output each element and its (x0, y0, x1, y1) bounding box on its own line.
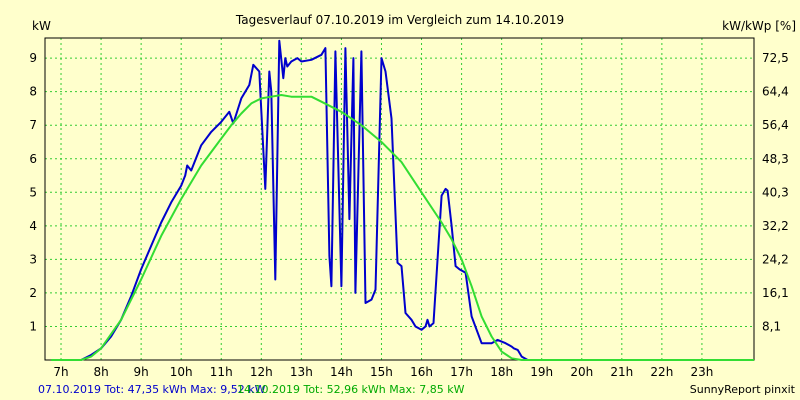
y-tick-label: 9 (29, 51, 37, 65)
y2-axis-label: kW/kWp [%] (722, 19, 796, 33)
x-tick-label: 11h (210, 365, 233, 379)
x-tick-label: 8h (93, 365, 108, 379)
x-tick-label: 18h (490, 365, 513, 379)
y-tick-label: 5 (29, 185, 37, 199)
x-tick-label: 15h (370, 365, 393, 379)
y2-tick-label: 40,3 (762, 185, 789, 199)
y2-tick-label: 64,4 (762, 85, 789, 99)
x-tick-labels: 7h 8h 9h 10h 11h 12h 13h 14h 15h 16h 17h 18h 19h 20h 2… (53, 365, 713, 379)
x-tick-label: 17h (450, 365, 473, 379)
x-tick-label: 16h (410, 365, 433, 379)
y-tick-label: 8 (29, 85, 37, 99)
y-axis-label: kW (32, 19, 51, 33)
y-tick-label: 6 (29, 152, 37, 166)
x-tick-label: 13h (290, 365, 313, 379)
x-tick-label: 20h (570, 365, 593, 379)
plot-frame (44, 37, 755, 361)
x-tick-label: 22h (650, 365, 673, 379)
y-tick-label: 7 (29, 118, 37, 132)
y2-tick-label: 48,3 (762, 152, 789, 166)
y2-tick-label: 32,2 (762, 219, 789, 233)
x-tick-label: 12h (250, 365, 273, 379)
chart-title: Tagesverlauf 07.10.2019 im Vergleich zum… (235, 13, 564, 27)
y2-tick-label: 8,1 (762, 319, 781, 333)
y2-tick-label: 56,4 (762, 118, 789, 132)
y2-tick-label: 72,5 (762, 51, 789, 65)
x-tick-label: 14h (330, 365, 353, 379)
x-tick-label: 21h (610, 365, 633, 379)
y-tick-label: 2 (29, 286, 37, 300)
y-tick-label: 4 (29, 219, 37, 233)
series-line-2 (51, 94, 754, 361)
x-tick-label: 9h (134, 365, 149, 379)
y-tick-label: 1 (29, 319, 37, 333)
x-tick-label: 10h (170, 365, 193, 379)
y-tick-label: 3 (29, 252, 37, 266)
series-line-1 (51, 39, 754, 361)
series-layer (51, 39, 754, 361)
footer-series-2: 14.10.2019 Tot: 52,96 kWh Max: 7,85 kW (237, 383, 465, 396)
x-tick-label: 19h (530, 365, 553, 379)
y2-tick-label: 24,2 (762, 252, 789, 266)
y2-tick-label: 16,1 (762, 286, 789, 300)
x-tick-label: 7h (53, 365, 68, 379)
y-tick-labels: 1 2 3 4 5 6 7 8 9 (29, 51, 37, 333)
y2-tick-labels: 8,1 16,1 24,2 32,2 40,3 48,3 56,4 64,4 72,5 (762, 51, 789, 333)
footer-credit: SunnyReport pinxit (690, 383, 796, 396)
footer-series-1: 07.10.2019 Tot: 47,35 kWh Max: 9,52 kW (38, 383, 266, 396)
x-tick-label: 23h (690, 365, 713, 379)
